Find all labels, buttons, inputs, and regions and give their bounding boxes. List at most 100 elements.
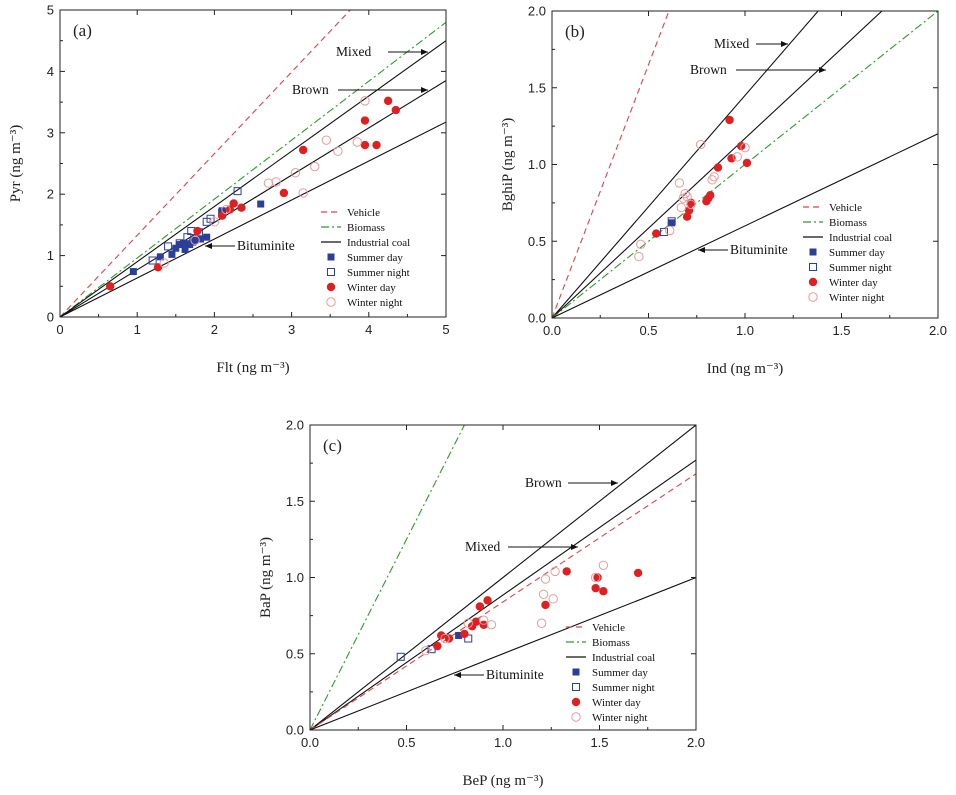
data-point-winter-night (634, 251, 644, 262)
legend-label: Winter day (347, 282, 396, 294)
data-point-winter-night (674, 178, 685, 188)
data-point-winter-day (742, 158, 752, 168)
series-winter-night (159, 96, 370, 268)
data-point-winter-night (463, 618, 473, 628)
data-point-winter-night (709, 172, 719, 182)
series-summer-night (659, 217, 676, 237)
legend-label: Summer day (347, 252, 403, 264)
data-point-winter-night (440, 633, 450, 644)
legend-label: Winter day (592, 697, 641, 709)
ref-line-biomass (60, 21, 446, 317)
data-point-winter-night (360, 96, 370, 106)
arrow-head-icon (781, 41, 788, 47)
data-point-summer-night (164, 242, 173, 251)
legend: Vehicle Biomass Industrial coal Summer day S… (803, 202, 892, 304)
data-point-winter-day (193, 226, 202, 236)
data-point-winter-day (562, 567, 571, 576)
data-point-winter-night (486, 620, 497, 630)
panel-b: 0.0 0.5 1.0 1.5 2.0 0.0 0.5 1.0 1.5 2.0 Ind (ng m⁻… (500, 4, 947, 378)
legend-label: Vehicle (829, 202, 862, 214)
ref-line-brown (310, 425, 696, 730)
x-tick-label: 5 (442, 322, 449, 337)
series-summer-day (668, 219, 676, 227)
data-point-winter-day (593, 573, 602, 582)
data-point-summer-day (156, 253, 164, 261)
ref-line-vehicle (310, 473, 696, 730)
data-point-summer-day (572, 668, 580, 676)
legend-label: Winter night (829, 292, 884, 304)
ref-line-bituminite (552, 133, 938, 318)
data-point-summer-night (667, 217, 676, 226)
series-winter-night (421, 560, 609, 656)
y-tick-label: 0.0 (528, 311, 546, 326)
data-point-winter-day (360, 116, 370, 125)
y-tick-label: 2.0 (528, 4, 546, 19)
data-point-summer-day (181, 245, 189, 253)
y-tick-label: 5 (47, 3, 54, 18)
series-winter-day (105, 96, 401, 291)
x-tick-label: 0.5 (639, 323, 657, 338)
legend-label: Biomass (592, 637, 630, 649)
y-tick-label: 1.0 (286, 570, 304, 585)
arrow-head-icon (819, 67, 826, 73)
data-point-summer-night (175, 239, 184, 248)
data-point-winter-night (682, 192, 692, 202)
arrow-head-icon (421, 87, 428, 93)
x-tick-label: 1 (134, 322, 141, 337)
legend-label: Winter day (829, 277, 878, 289)
x-axis-label: BeP (ng m⁻³) (462, 773, 543, 789)
arrow-head-icon (571, 544, 578, 550)
data-point-winter-day (383, 96, 393, 106)
data-point-winter-night (190, 235, 200, 245)
annotation-mixed: Mixed (714, 36, 749, 51)
x-tick-label: 0 (56, 322, 63, 337)
data-point-winter-day (326, 282, 336, 292)
data-point-winter-day (727, 154, 736, 163)
data-point-winter-day (541, 600, 550, 610)
data-point-winter-day (713, 163, 723, 172)
data-point-summer-night (327, 268, 335, 276)
data-point-winter-night (333, 146, 343, 156)
x-tick-label: 2.0 (687, 735, 705, 750)
arrow-head-icon (698, 247, 705, 253)
data-point-winter-day (471, 617, 481, 626)
data-point-summer-night (148, 256, 157, 265)
y-tick-label: 4 (47, 64, 54, 79)
data-point-winter-night (479, 615, 489, 625)
y-tick-label: 1.5 (286, 494, 304, 509)
x-tick-label: 1.0 (494, 735, 512, 750)
data-point-winter-night (209, 217, 220, 227)
y-tick-label: 2.0 (286, 418, 304, 433)
data-point-winter-day (437, 631, 446, 640)
data-point-summer-day (809, 248, 817, 256)
legend: Vehicle Biomass Industrial coal Summer day S… (566, 622, 655, 724)
data-point-winter-night (680, 188, 690, 199)
legend-label: Summer night (347, 267, 410, 279)
arrow-head-icon (611, 480, 618, 486)
data-point-winter-day (591, 583, 600, 593)
panel-label: (b) (565, 22, 585, 41)
data-point-winter-night (590, 572, 601, 583)
series-summer-night (148, 187, 242, 265)
data-point-winter-night (421, 646, 431, 656)
reference-lines (310, 425, 696, 730)
data-point-summer-night (809, 263, 817, 271)
reference-lines (60, 10, 446, 317)
data-point-winter-night (263, 178, 274, 188)
x-tick-label: 1.5 (832, 323, 850, 338)
y-axis-label: BghiP (ng m⁻³) (500, 118, 516, 212)
data-point-summer-day (203, 233, 211, 241)
data-point-winter-day (483, 596, 492, 605)
annotation-mixed: Mixed (336, 44, 371, 59)
y-tick-label: 2 (47, 187, 54, 202)
series-winter-day (652, 115, 752, 238)
annotation-brown: Brown (292, 82, 329, 97)
panel-c: 0.0 0.5 1.0 1.5 2.0 0.0 0.5 1.0 1.5 2.0 BeP (ng m⁻… (258, 418, 705, 790)
data-point-winter-day (217, 211, 227, 220)
arrow-head-icon (421, 49, 428, 55)
x-tick-label: 2 (211, 322, 218, 337)
data-point-winter-day (599, 587, 608, 596)
x-tick-label: 2.0 (929, 323, 947, 338)
y-tick-label: 1.5 (528, 80, 546, 95)
